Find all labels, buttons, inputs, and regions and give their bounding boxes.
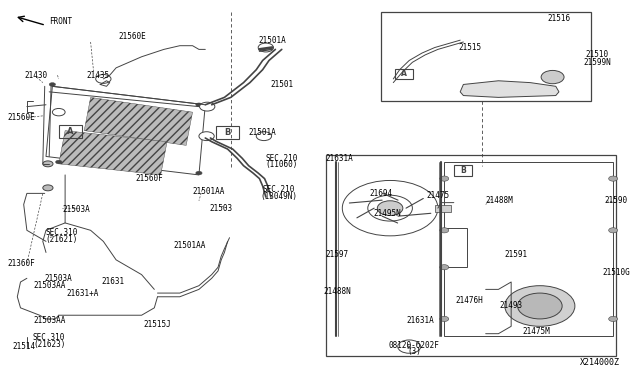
Text: 21503AA: 21503AA (33, 316, 65, 325)
Text: 21515: 21515 (458, 43, 481, 52)
Circle shape (518, 293, 562, 319)
Circle shape (609, 316, 618, 321)
Text: (11060): (11060) (266, 160, 298, 170)
Text: 21503: 21503 (210, 203, 233, 213)
Circle shape (49, 83, 56, 86)
Text: SEC.310: SEC.310 (45, 228, 78, 237)
Text: 21631A: 21631A (325, 154, 353, 163)
Text: 21510: 21510 (586, 51, 609, 60)
Circle shape (199, 132, 214, 141)
Circle shape (378, 201, 403, 215)
Text: B: B (460, 166, 466, 175)
Text: 21631+A: 21631+A (67, 289, 99, 298)
Text: 21360F: 21360F (8, 259, 36, 268)
Text: (3): (3) (408, 347, 421, 356)
Circle shape (196, 171, 202, 175)
Circle shape (505, 286, 575, 326)
Circle shape (258, 43, 273, 52)
Text: 21430: 21430 (25, 71, 48, 80)
Text: 21515J: 21515J (143, 320, 172, 329)
Text: 21503A: 21503A (63, 205, 90, 215)
Text: SEC.210: SEC.210 (262, 185, 295, 194)
Text: A: A (401, 69, 407, 78)
Text: 21475: 21475 (426, 191, 449, 200)
Text: B: B (225, 128, 231, 137)
Polygon shape (84, 97, 193, 145)
Text: 21501AA: 21501AA (173, 241, 205, 250)
Text: 21493: 21493 (500, 301, 523, 311)
Text: 21631A: 21631A (407, 316, 435, 325)
Circle shape (609, 176, 618, 181)
Text: 21694: 21694 (370, 189, 393, 198)
Text: 21591: 21591 (504, 250, 527, 259)
Circle shape (541, 70, 564, 84)
Circle shape (440, 316, 449, 321)
Text: 21476H: 21476H (456, 296, 484, 305)
Circle shape (56, 160, 62, 164)
Text: 21501: 21501 (270, 80, 293, 89)
Text: 21475M: 21475M (523, 327, 550, 336)
FancyBboxPatch shape (435, 205, 451, 212)
Text: 21495N: 21495N (373, 209, 401, 218)
Circle shape (43, 161, 53, 167)
Circle shape (43, 185, 53, 191)
Text: 21501A: 21501A (249, 128, 276, 137)
Text: X214000Z: X214000Z (579, 358, 620, 367)
Text: 21560E: 21560E (118, 32, 146, 41)
Text: A: A (67, 127, 74, 136)
Text: (13049N): (13049N) (260, 192, 297, 201)
Text: 21501AA: 21501AA (192, 187, 225, 196)
Polygon shape (59, 131, 167, 175)
Text: 21503A: 21503A (45, 274, 72, 283)
Text: 21514: 21514 (12, 342, 35, 351)
Text: (21623): (21623) (33, 340, 65, 349)
Text: 21516: 21516 (547, 13, 570, 22)
Text: SEC.310: SEC.310 (33, 333, 65, 342)
Text: 21488M: 21488M (486, 196, 513, 205)
Text: FRONT: FRONT (49, 17, 72, 26)
Circle shape (256, 132, 271, 141)
Text: 21560E: 21560E (8, 113, 36, 122)
Text: 21501A: 21501A (259, 36, 286, 45)
Polygon shape (460, 81, 559, 97)
Circle shape (440, 264, 449, 270)
Text: 21488N: 21488N (323, 287, 351, 296)
Text: 21599N: 21599N (583, 58, 611, 67)
Text: 21503AA: 21503AA (33, 281, 65, 290)
Text: 21597: 21597 (326, 250, 349, 259)
Circle shape (609, 228, 618, 233)
Text: B: B (407, 344, 412, 350)
Text: 21560F: 21560F (135, 174, 163, 183)
Text: SEC.210: SEC.210 (266, 154, 298, 163)
Text: 21510G: 21510G (602, 268, 630, 277)
Text: 08120-6202F: 08120-6202F (389, 341, 440, 350)
Circle shape (200, 102, 215, 111)
Text: 21631: 21631 (101, 278, 124, 286)
Circle shape (440, 176, 449, 181)
Text: (21621): (21621) (45, 235, 78, 244)
Circle shape (440, 228, 449, 233)
Text: 21590: 21590 (605, 196, 628, 205)
Circle shape (196, 103, 202, 107)
Text: 21435: 21435 (86, 71, 110, 80)
